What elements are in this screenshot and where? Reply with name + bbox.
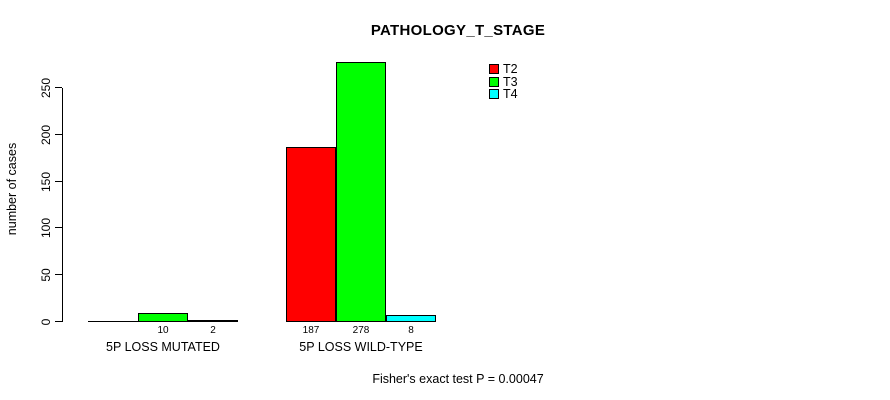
y-tick-label: 100 bbox=[39, 217, 53, 239]
category-label: 5P LOSS MUTATED bbox=[106, 340, 220, 354]
y-tick-mark bbox=[55, 227, 62, 228]
legend: T2 T3 T4 bbox=[489, 62, 518, 102]
bar-value-label: 187 bbox=[302, 325, 320, 336]
legend-swatch-t2 bbox=[489, 64, 499, 75]
y-tick-mark bbox=[55, 134, 62, 135]
bar-t3-group1 bbox=[138, 313, 188, 322]
y-tick-label: 50 bbox=[39, 268, 53, 282]
bar-t3-group2 bbox=[336, 62, 386, 322]
bar-value-label: 8 bbox=[408, 325, 414, 336]
bar-value-label: 278 bbox=[352, 325, 370, 336]
y-tick-label: 0 bbox=[39, 318, 53, 326]
bar-t4-group1 bbox=[188, 320, 238, 322]
y-axis-line bbox=[62, 88, 63, 322]
category-label: 5P LOSS WILD-TYPE bbox=[299, 340, 423, 354]
legend-label: T4 bbox=[503, 87, 518, 102]
bar-value-label: 2 bbox=[210, 325, 216, 336]
y-tick-mark bbox=[55, 274, 62, 275]
legend-item-t4: T4 bbox=[489, 87, 518, 102]
legend-item-t3: T3 bbox=[489, 74, 518, 89]
legend-item-t2: T2 bbox=[489, 62, 518, 77]
y-tick-label: 250 bbox=[39, 77, 53, 99]
legend-label: T2 bbox=[503, 62, 518, 77]
y-tick-mark bbox=[55, 87, 62, 88]
y-tick-label: 150 bbox=[39, 171, 53, 193]
y-axis-label: number of cases bbox=[5, 142, 19, 236]
legend-swatch-t4 bbox=[489, 89, 499, 100]
bar-value-label: 10 bbox=[157, 325, 169, 336]
annotation-fisher-test: Fisher's exact test P = 0.00047 bbox=[372, 372, 544, 386]
legend-swatch-t3 bbox=[489, 76, 499, 87]
y-tick-mark bbox=[55, 321, 62, 322]
y-tick-label: 200 bbox=[39, 124, 53, 146]
chart-title: PATHOLOGY_T_STAGE bbox=[370, 22, 546, 39]
bar-t4-group2 bbox=[386, 315, 436, 322]
bar-t2-group2 bbox=[286, 147, 336, 322]
legend-label: T3 bbox=[503, 74, 518, 89]
y-tick-mark bbox=[55, 181, 62, 182]
